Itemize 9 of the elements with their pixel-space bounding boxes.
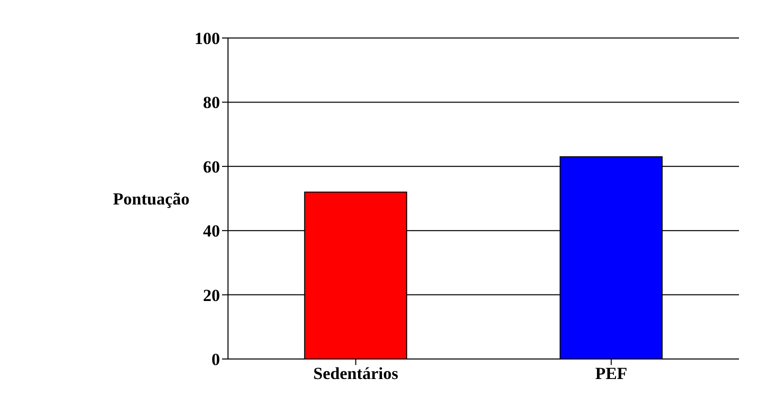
- y-axis-title: Pontuação: [113, 190, 190, 209]
- x-tick-label: Sedentários: [313, 364, 399, 384]
- y-tick-label: 60: [203, 157, 220, 176]
- y-tick-label: 20: [203, 286, 220, 305]
- y-tick-label: 80: [203, 93, 220, 112]
- y-tick-label: 0: [212, 350, 220, 370]
- x-tick-label: PEF: [595, 364, 628, 384]
- y-tick-label: 40: [203, 222, 220, 241]
- y-tick-label: 100: [194, 29, 220, 48]
